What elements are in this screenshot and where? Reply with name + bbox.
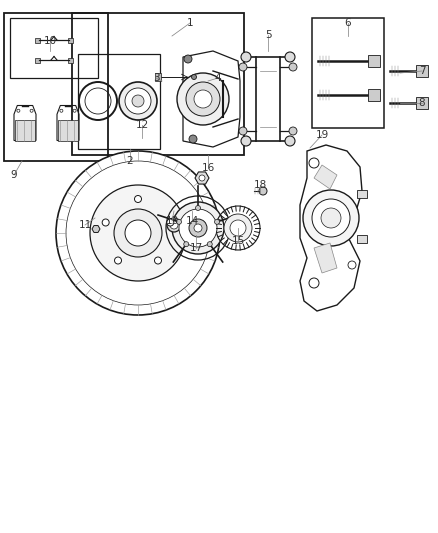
Circle shape — [194, 224, 202, 232]
Bar — [357, 190, 367, 198]
Circle shape — [155, 257, 162, 264]
Circle shape — [309, 158, 319, 168]
Text: 5: 5 — [265, 30, 271, 40]
Circle shape — [285, 52, 295, 62]
Text: 4: 4 — [215, 73, 221, 83]
Circle shape — [303, 190, 359, 246]
Circle shape — [230, 220, 246, 236]
Circle shape — [194, 90, 212, 108]
Circle shape — [184, 55, 192, 63]
Text: 8: 8 — [419, 98, 425, 108]
Bar — [35, 37, 40, 43]
Text: 14: 14 — [185, 216, 198, 226]
Bar — [4, 13, 108, 161]
Circle shape — [90, 185, 186, 281]
Circle shape — [170, 221, 178, 229]
Bar — [155, 73, 161, 81]
Circle shape — [56, 151, 220, 315]
Circle shape — [199, 175, 205, 181]
Bar — [68, 37, 73, 43]
Circle shape — [239, 63, 247, 71]
Circle shape — [215, 219, 219, 224]
Circle shape — [177, 73, 229, 125]
Circle shape — [241, 136, 251, 146]
Circle shape — [207, 241, 212, 247]
Text: 13: 13 — [166, 216, 179, 226]
Circle shape — [167, 219, 174, 226]
Circle shape — [102, 219, 109, 226]
Circle shape — [179, 209, 217, 247]
Circle shape — [119, 82, 157, 120]
Polygon shape — [314, 243, 337, 273]
Circle shape — [224, 214, 252, 242]
Circle shape — [321, 208, 341, 228]
Circle shape — [309, 278, 319, 288]
Text: 19: 19 — [315, 130, 328, 140]
Text: 11: 11 — [78, 220, 92, 230]
Circle shape — [125, 88, 151, 114]
Text: 12: 12 — [135, 120, 148, 130]
Polygon shape — [314, 165, 337, 189]
Bar — [72, 13, 244, 155]
Text: 9: 9 — [11, 170, 18, 180]
Circle shape — [241, 52, 251, 62]
Circle shape — [30, 109, 33, 112]
Circle shape — [289, 63, 297, 71]
Circle shape — [73, 109, 76, 112]
Circle shape — [348, 261, 356, 269]
Circle shape — [114, 257, 121, 264]
Circle shape — [17, 109, 20, 112]
Circle shape — [239, 127, 247, 135]
Bar — [68, 58, 73, 62]
Circle shape — [60, 109, 63, 112]
Circle shape — [132, 95, 144, 107]
Bar — [10, 18, 98, 78]
Bar — [78, 54, 160, 149]
Bar — [312, 18, 384, 128]
Circle shape — [184, 241, 189, 247]
Text: 1: 1 — [187, 18, 193, 28]
Circle shape — [177, 219, 181, 224]
Text: 15: 15 — [231, 236, 245, 246]
Circle shape — [134, 196, 141, 203]
Circle shape — [125, 220, 151, 246]
Circle shape — [312, 199, 350, 237]
Circle shape — [172, 202, 224, 254]
Bar — [357, 235, 367, 243]
Circle shape — [186, 82, 220, 116]
Circle shape — [114, 209, 162, 257]
Circle shape — [167, 218, 181, 232]
Circle shape — [285, 136, 295, 146]
Text: 18: 18 — [253, 180, 267, 190]
Polygon shape — [58, 119, 78, 141]
Bar — [416, 97, 428, 109]
Text: 17: 17 — [189, 243, 203, 253]
Circle shape — [189, 219, 207, 237]
Bar — [35, 58, 40, 62]
Circle shape — [259, 187, 267, 195]
Bar — [416, 65, 428, 77]
Polygon shape — [15, 119, 35, 141]
Circle shape — [191, 75, 197, 79]
Text: 10: 10 — [43, 36, 57, 46]
Circle shape — [195, 206, 201, 211]
Bar — [368, 55, 380, 67]
Bar — [368, 89, 380, 101]
Circle shape — [189, 135, 197, 143]
Text: 16: 16 — [201, 163, 215, 173]
Circle shape — [289, 127, 297, 135]
Text: 2: 2 — [127, 156, 133, 166]
Text: 3: 3 — [153, 73, 159, 83]
Text: 7: 7 — [419, 66, 425, 76]
Text: 6: 6 — [345, 18, 351, 28]
